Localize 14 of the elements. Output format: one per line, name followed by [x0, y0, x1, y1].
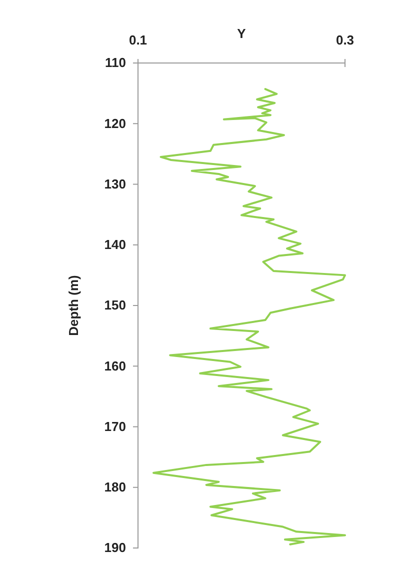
y-tick-label: 140	[104, 237, 126, 252]
y-tick-label: 190	[104, 540, 126, 556]
line-series	[152, 88, 346, 546]
y-tick-label: 150	[104, 298, 126, 313]
y-tick-label: 130	[104, 176, 126, 192]
x-axis-title: Y	[237, 26, 246, 41]
y-tick-label: 170	[104, 418, 126, 434]
y-axis-title: Depth (m)	[66, 275, 81, 336]
x-tick-label: 0.1	[128, 32, 148, 48]
y-tick-label: 120	[104, 116, 126, 131]
y-tick-label: 160	[104, 358, 126, 374]
y-tick-label: 110	[105, 55, 126, 70]
y-tick-label: 180	[104, 480, 126, 495]
x-tick-label: 0.3	[336, 32, 354, 48]
